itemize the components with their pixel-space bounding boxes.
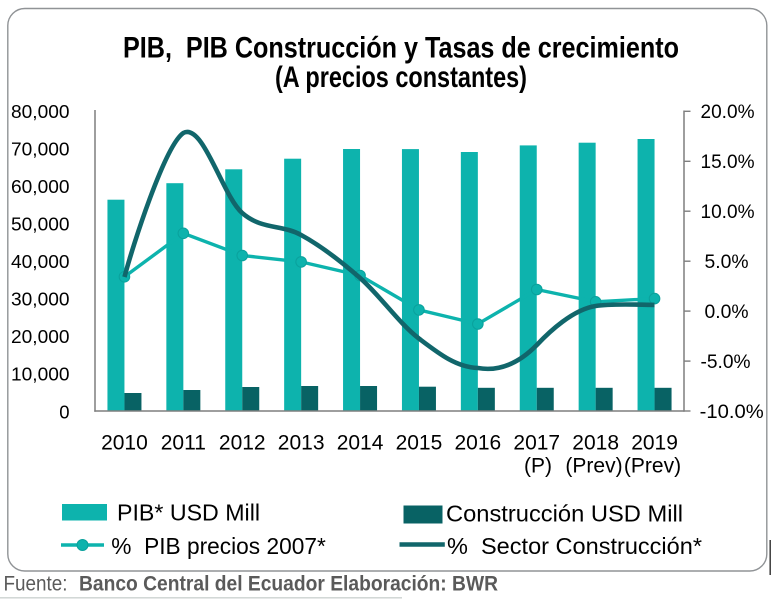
svg-text:% PIB precios 2007*: % PIB precios 2007* [111,533,326,559]
svg-text:5.0%: 5.0% [705,252,749,273]
svg-text:(A precios constantes): (A precios constantes) [275,61,527,94]
svg-text:20.0%: 20.0% [701,102,755,123]
svg-text:(P): (P) [524,455,552,478]
svg-text:2017: 2017 [513,432,560,455]
svg-text:PIB, PIB Construcción y Tasas: PIB, PIB Construcción y Tasas de crecimi… [123,32,679,65]
svg-text:2014: 2014 [337,432,384,455]
svg-text:PIB* USD Mill: PIB* USD Mill [117,500,260,526]
svg-text:2016: 2016 [454,432,501,455]
svg-text:20,000: 20,000 [11,326,70,347]
svg-text:40,000: 40,000 [11,251,70,272]
svg-text:50,000: 50,000 [11,213,70,234]
svg-text:Banco Central del Ecuador Elab: Banco Central del Ecuador Elaboración: B… [79,572,498,596]
svg-text:-10.0%: -10.0% [700,402,764,423]
svg-text:70,000: 70,000 [11,138,70,159]
svg-text:0.0%: 0.0% [705,302,749,323]
svg-text:15.0%: 15.0% [701,152,755,173]
svg-text:0: 0 [59,401,69,422]
svg-text:-5.0%: -5.0% [701,352,751,373]
svg-text:Construcción USD Mill: Construcción USD Mill [446,501,683,527]
svg-text:2012: 2012 [219,432,266,455]
svg-text:Fuente:: Fuente: [4,572,68,596]
svg-text:10,000: 10,000 [11,363,70,384]
svg-text:60,000: 60,000 [11,176,70,197]
svg-text:2018: 2018 [572,432,619,455]
svg-text:2010: 2010 [101,432,148,455]
svg-text:(Prev): (Prev) [624,455,681,478]
svg-text:2019: 2019 [631,432,678,455]
svg-text:10.0%: 10.0% [701,202,755,223]
svg-text:2011: 2011 [161,432,206,455]
svg-text:30,000: 30,000 [11,288,70,309]
svg-text:2013: 2013 [278,432,325,455]
svg-text:80,000: 80,000 [11,101,70,122]
svg-text:(Prev): (Prev) [565,455,622,478]
svg-text:% Sector Construcción*: % Sector Construcción* [447,533,702,559]
svg-text:2015: 2015 [396,432,443,455]
